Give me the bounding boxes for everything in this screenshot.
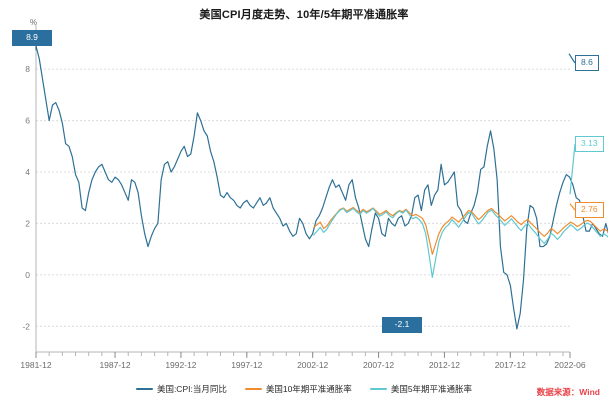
x-axis-tick-label: 1981-12 (20, 360, 51, 370)
legend-item-2[interactable]: 美国10年期平准通胀率 (244, 383, 352, 395)
y-axis-tick-label: 8 (25, 64, 30, 74)
series-line (313, 206, 608, 255)
be10-end-callout: 2.76 (575, 202, 604, 218)
callout-leader-line (568, 53, 576, 64)
y-axis-tick-label: 0 (25, 270, 30, 280)
x-axis-tick-label: 1997-12 (231, 360, 262, 370)
x-axis-tick-label: 2002-12 (297, 360, 328, 370)
y-axis-tick-label: 4 (25, 167, 30, 177)
legend-item-1[interactable]: 美国:CPI:当月同比 (135, 383, 227, 395)
legend-color-swatch (369, 387, 387, 391)
legend-color-swatch (244, 387, 262, 391)
legend-label: 美国10年期平准通胀率 (265, 384, 352, 394)
be5-end-callout: 3.13 (575, 136, 604, 152)
x-axis-tick-label: 2007-12 (363, 360, 394, 370)
callout-leader-line (569, 203, 576, 211)
legend-color-swatch (135, 387, 153, 391)
x-axis-tick-label: 1987-12 (99, 360, 130, 370)
cpi-start-callout: 8.9 (12, 30, 52, 46)
legend-item-3[interactable]: 美国5年期平准通胀率 (369, 383, 473, 395)
chart-title: 美国CPI月度走势、10年/5年期平准通胀率 (199, 9, 409, 21)
legend-label: 美国:CPI:当月同比 (156, 384, 227, 394)
x-axis-tick-label: 2017-12 (495, 360, 526, 370)
legend-label: 美国5年期平准通胀率 (390, 384, 473, 394)
y-axis-tick-label: -2 (22, 321, 30, 331)
data-source-label: 数据来源：Wind (536, 387, 600, 397)
x-axis-tick-label: 2022-06 (554, 360, 585, 370)
cpi-min-callout: -2.1 (382, 317, 422, 333)
series-line (313, 207, 608, 279)
chart-legend: 美国:CPI:当月同比 美国10年期平准通胀率 美国5年期平准通胀率 (0, 383, 608, 395)
callout-leader-line (569, 143, 576, 195)
x-axis-tick-label: 1992-12 (165, 360, 196, 370)
series-line (35, 45, 608, 330)
y-axis-tick-label: 2 (25, 218, 30, 228)
cpi-end-callout: 8.6 (575, 55, 599, 71)
y-axis-tick-label: 6 (25, 116, 30, 126)
x-axis-tick-label: 2012-12 (429, 360, 460, 370)
y-axis-unit-label: % (30, 18, 38, 27)
